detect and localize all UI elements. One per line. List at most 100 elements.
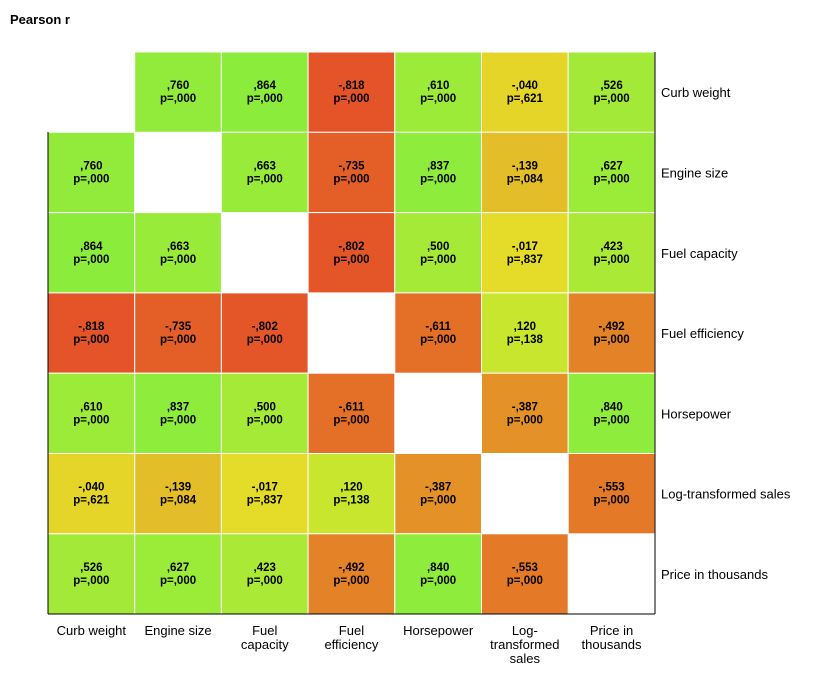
heatmap-diagonal-cell-1 xyxy=(134,132,222,213)
cell-r-value: -,553 xyxy=(512,562,538,574)
cell-p-value: p=,000 xyxy=(593,334,629,346)
cell-p-value: p=,000 xyxy=(593,495,629,507)
cell-r-value: ,526 xyxy=(600,80,622,92)
heatmap-cell-2-5 xyxy=(481,212,569,294)
heatmap-cell-2-4 xyxy=(394,212,482,294)
cell-r-value: ,500 xyxy=(254,401,276,413)
heatmap-cell-1-5 xyxy=(481,131,569,214)
heatmap-diagonal-cell-5 xyxy=(481,453,569,534)
cell-p-value: p=,138 xyxy=(333,495,370,507)
column-label: Price in thousands xyxy=(582,623,642,652)
heatmap-cell-3-2 xyxy=(220,292,309,374)
heatmap-cell-5-1 xyxy=(134,453,222,535)
heatmap-cells xyxy=(47,51,656,615)
cell-p-value: p=,000 xyxy=(333,173,369,185)
heatmap-cell-6-1 xyxy=(134,533,222,615)
cell-p-value: p=,000 xyxy=(593,93,629,105)
heatmap-diagonal-cell-2 xyxy=(221,212,309,293)
cell-p-value: p=,000 xyxy=(593,254,629,266)
heatmap-cell-2-6 xyxy=(567,212,656,294)
cell-p-value: p=,837 xyxy=(507,254,543,266)
chart-title: Pearson r xyxy=(10,12,70,27)
heatmap-cell-2-0 xyxy=(47,212,136,294)
cell-r-value: -,553 xyxy=(598,482,624,494)
cell-r-value: -,735 xyxy=(338,160,365,172)
heatmap-cell-6-0 xyxy=(47,533,136,615)
cell-p-value: p=,000 xyxy=(160,93,196,105)
heatmap-diagonal-cell-6 xyxy=(568,533,655,615)
cell-r-value: -,139 xyxy=(165,482,191,494)
cell-r-value: ,526 xyxy=(80,562,102,574)
cell-r-value: -,040 xyxy=(512,80,538,92)
cell-r-value: -,802 xyxy=(338,241,364,253)
cell-p-value: p=,084 xyxy=(507,173,544,185)
cell-p-value: p=,000 xyxy=(247,334,283,346)
cell-p-value: p=,000 xyxy=(420,334,456,346)
cell-r-value: ,627 xyxy=(167,562,189,574)
cell-r-value: ,627 xyxy=(600,160,622,172)
cell-r-value: ,840 xyxy=(427,562,449,574)
cell-r-value: -,017 xyxy=(252,482,278,494)
heatmap-cell-1-6 xyxy=(567,131,656,214)
heatmap-diagonal-cell-0 xyxy=(48,52,135,133)
cell-r-value: ,663 xyxy=(254,160,276,172)
cell-p-value: p=,000 xyxy=(247,414,283,426)
heatmap-cell-3-6 xyxy=(567,292,656,374)
cell-r-value: ,120 xyxy=(514,321,536,333)
cell-r-value: ,760 xyxy=(167,80,189,92)
heatmap-cell-4-6 xyxy=(567,372,656,455)
cell-p-value: p=,621 xyxy=(507,93,544,105)
heatmap-cell-5-4 xyxy=(394,453,482,535)
heatmap-diagonal-cell-4 xyxy=(394,373,482,454)
cell-r-value: -,387 xyxy=(512,401,538,413)
row-label: Curb weight xyxy=(661,85,731,100)
heatmap-cell-4-0 xyxy=(47,372,136,455)
cell-r-value: ,864 xyxy=(254,80,277,92)
heatmap-cell-0-5 xyxy=(481,51,569,133)
row-label: Engine size xyxy=(661,165,728,180)
cell-r-value: -,139 xyxy=(512,160,538,172)
cell-p-value: p=,000 xyxy=(73,254,109,266)
cell-p-value: p=,000 xyxy=(160,254,196,266)
column-label: Fuel capacity xyxy=(241,623,289,652)
cell-r-value: ,760 xyxy=(80,160,102,172)
heatmap-cell-6-2 xyxy=(220,533,309,615)
cell-p-value: p=,000 xyxy=(247,93,283,105)
cell-r-value: ,663 xyxy=(167,241,189,253)
cell-r-value: ,423 xyxy=(254,562,276,574)
heatmap-cell-5-3 xyxy=(307,453,396,535)
cell-r-value: ,120 xyxy=(340,482,362,494)
heatmap-cell-2-3 xyxy=(307,212,396,294)
heatmap-cell-labels: ,760p=,000,864p=,000-,818p=,000,610p=,00… xyxy=(73,80,629,587)
cell-r-value: -,017 xyxy=(512,241,538,253)
row-label: Log-transformed sales xyxy=(661,487,791,502)
cell-p-value: p=,000 xyxy=(593,414,629,426)
cell-r-value: ,837 xyxy=(167,401,189,413)
cell-p-value: p=,000 xyxy=(160,414,196,426)
cell-r-value: ,837 xyxy=(427,160,449,172)
cell-r-value: -,818 xyxy=(78,321,105,333)
cell-p-value: p=,000 xyxy=(507,575,543,587)
row-label: Fuel efficiency xyxy=(661,326,744,341)
cell-r-value: ,423 xyxy=(600,241,622,253)
column-label: Curb weight xyxy=(57,623,127,638)
cell-r-value: -,611 xyxy=(339,401,365,413)
cell-p-value: p=,621 xyxy=(73,495,110,507)
cell-r-value: ,840 xyxy=(600,401,622,413)
row-label: Price in thousands xyxy=(661,567,768,582)
cell-p-value: p=,000 xyxy=(247,575,283,587)
cell-r-value: -,802 xyxy=(252,321,278,333)
cell-p-value: p=,084 xyxy=(160,495,197,507)
cell-r-value: -,818 xyxy=(338,80,365,92)
heatmap-cell-4-3 xyxy=(307,372,396,455)
cell-p-value: p=,000 xyxy=(593,173,629,185)
cell-p-value: p=,000 xyxy=(333,93,369,105)
heatmap-cell-6-3 xyxy=(307,533,396,615)
cell-p-value: p=,837 xyxy=(247,495,283,507)
column-label: Horsepower xyxy=(403,623,474,638)
cell-r-value: -,387 xyxy=(425,482,451,494)
cell-p-value: p=,000 xyxy=(247,173,283,185)
row-label: Fuel capacity xyxy=(661,246,738,261)
heatmap-cell-6-4 xyxy=(394,533,482,615)
